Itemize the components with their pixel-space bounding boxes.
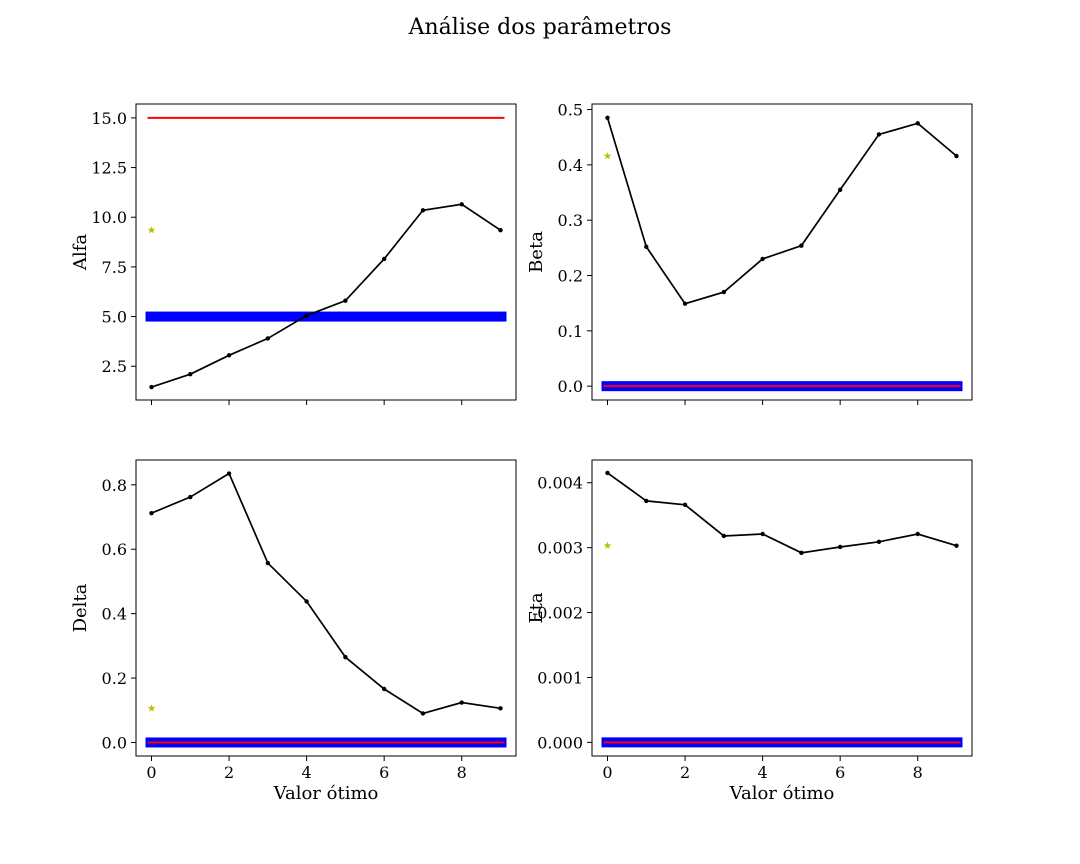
y-tick-label: 0.6 — [102, 540, 127, 559]
y-tick-label: 0.0 — [102, 733, 127, 752]
y-tick-label: 0.3 — [558, 211, 583, 230]
y-tick-label: 10.0 — [91, 208, 127, 227]
data-point — [605, 470, 610, 476]
data-point — [188, 371, 193, 377]
data-point — [954, 543, 959, 548]
x-tick-label: 2 — [224, 763, 234, 782]
data-point — [459, 700, 464, 705]
subplot-alfa: 2.5 5.0 7.5 10.0 12.5 15.0 Alfa — [70, 103, 517, 405]
y-tick-label: 5.0 — [102, 308, 127, 327]
subplots: 2.5 5.0 7.5 10.0 12.5 15.0 Alfa 0.0 0.1 0.2 0.3 0.4… — [70, 101, 973, 804]
y-axis-label: Delta — [70, 583, 91, 632]
data-point — [915, 121, 920, 126]
y-tick-label: 0.004 — [537, 474, 583, 493]
y-tick-label: 0.4 — [102, 605, 127, 624]
y-tick-label: 0.002 — [537, 604, 583, 623]
data-point — [381, 686, 387, 692]
data-point — [420, 208, 426, 213]
data-point — [343, 654, 348, 660]
series-line — [151, 472, 501, 715]
y-tick-label: 0.1 — [558, 322, 583, 341]
x-tick-label: 0 — [146, 763, 156, 782]
data-point — [226, 353, 232, 358]
data-point — [343, 298, 348, 303]
data-point — [799, 550, 804, 556]
x-tick-label: 8 — [457, 763, 467, 782]
y-tick-label: 0.000 — [537, 733, 583, 752]
data-point — [605, 115, 610, 121]
y-tick-label: 0.0 — [558, 377, 583, 396]
axes-frame — [591, 103, 973, 401]
y-tick-label: 0.8 — [102, 476, 127, 495]
data-point — [188, 494, 193, 500]
data-point — [682, 301, 688, 306]
data-point — [265, 336, 271, 341]
x-tick-label: 8 — [913, 763, 923, 782]
x-tick-label: 2 — [680, 763, 690, 782]
x-axis-label: Valor ótimo — [273, 783, 379, 804]
data-point — [876, 132, 882, 137]
y-tick-label: 0.003 — [537, 539, 583, 558]
y-tick-label: 0.2 — [558, 267, 583, 286]
x-tick-label: 0 — [602, 763, 612, 782]
x-tick-label: 4 — [758, 763, 768, 782]
data-point — [721, 533, 727, 539]
x-tick-label: 6 — [379, 763, 389, 782]
subplot-beta: 0.0 0.1 0.2 0.3 0.4 0.5 Beta — [526, 101, 973, 405]
star-marker — [603, 152, 612, 160]
subplot-eta: 0.000 0.001 0.002 0.003 0.004 0 2 4 6 8 Eta Valor ó… — [526, 459, 973, 804]
data-point — [644, 498, 649, 504]
data-point — [760, 256, 765, 262]
star-marker — [147, 226, 156, 234]
x-axis-label: Valor ótimo — [729, 783, 835, 804]
data-point — [682, 502, 688, 507]
axes-frame — [135, 103, 517, 401]
data-point — [876, 539, 882, 544]
subplot-delta: 0.0 0.2 0.4 0.6 0.8 0 2 4 6 8 Delta Valor ótimo — [70, 459, 517, 804]
y-tick-label: 2.5 — [102, 357, 127, 376]
lower-bound-band — [145, 311, 507, 322]
data-point — [837, 544, 843, 550]
data-point — [265, 560, 271, 566]
data-point — [304, 599, 309, 604]
data-point — [304, 313, 309, 318]
y-axis-label: Beta — [526, 231, 547, 273]
y-axis-label: Eta — [526, 592, 547, 623]
series-line — [606, 117, 958, 305]
data-point — [381, 256, 387, 262]
y-tick-label: 12.5 — [91, 159, 127, 178]
data-point — [226, 471, 232, 476]
star-marker — [147, 704, 156, 712]
series-line — [607, 472, 957, 554]
data-point — [498, 706, 503, 711]
data-point — [915, 531, 920, 537]
x-tick-label: 6 — [835, 763, 845, 782]
data-point — [760, 531, 765, 537]
figure-title: Análise dos parâmetros — [408, 15, 672, 40]
data-point — [498, 227, 503, 233]
y-tick-label: 0.4 — [558, 156, 583, 175]
y-tick-label: 0.001 — [537, 668, 583, 687]
y-tick-label: 0.5 — [558, 101, 583, 120]
data-point — [149, 510, 154, 516]
data-point — [459, 202, 464, 207]
y-axis-label: Alfa — [70, 234, 91, 271]
data-point — [837, 187, 843, 192]
data-point — [954, 153, 959, 159]
y-tick-label: 0.2 — [102, 669, 127, 688]
star-marker — [603, 541, 612, 549]
data-point — [721, 289, 727, 295]
data-point — [149, 384, 154, 390]
series-line — [151, 203, 501, 388]
data-point — [799, 243, 804, 248]
data-point — [644, 244, 649, 249]
axes-frame — [135, 459, 517, 757]
x-tick-label: 4 — [302, 763, 312, 782]
y-tick-label: 7.5 — [102, 258, 127, 277]
y-tick-label: 15.0 — [91, 109, 127, 128]
data-point — [420, 711, 426, 716]
axes-frame — [591, 459, 973, 757]
